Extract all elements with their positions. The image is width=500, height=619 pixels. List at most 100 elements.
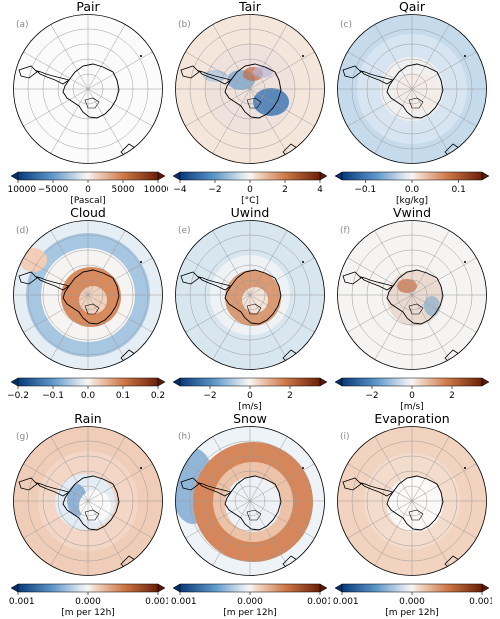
polar-map <box>337 220 487 370</box>
south-america-coastline <box>18 65 38 79</box>
south-america-coastline <box>342 477 362 491</box>
antarctica-coastline <box>62 475 120 531</box>
island-marker <box>140 55 142 57</box>
colorbar-tick-label: −2 <box>203 391 216 401</box>
panel-rain: Rain (g) −0.001 0.000 0.001 [m per 12h] <box>8 412 168 619</box>
peninsula-coastline <box>35 482 71 497</box>
meridian-line <box>184 463 316 539</box>
field-region <box>79 286 107 314</box>
antarctica-coastline <box>386 475 444 531</box>
panel-qair: Qair (c) −0.1 0.0 0.1 [kg/kg] <box>332 0 492 206</box>
colorbar: −0.001 0.000 0.001 [m per 12h] <box>8 583 168 618</box>
colorbar-tick-label: 0 <box>247 185 253 195</box>
colorbar-unit-label: [m per 12h] <box>61 608 115 618</box>
colorbar-bar <box>179 171 321 181</box>
peninsula-coastline <box>35 70 71 85</box>
colorbar-tick-label: 5000 <box>112 185 135 195</box>
colorbar-extend-low <box>10 171 19 181</box>
south-america-coastline <box>18 477 38 491</box>
panel-title: Cloud <box>70 205 106 220</box>
map-border <box>13 220 163 370</box>
ice-shelf-outline <box>84 509 100 521</box>
panel-title: Vwind <box>392 205 432 220</box>
colorbar-tick-label: 0.001 <box>469 597 492 607</box>
colorbar: −0.1 0.0 0.1 [kg/kg] <box>334 171 490 206</box>
peninsula-coastline <box>359 482 395 497</box>
colorbar: −0.001 0.000 0.001 [m per 12h] <box>332 583 492 618</box>
ice-shelf-outline <box>246 509 262 521</box>
field-region <box>387 476 443 532</box>
ice-shelf-outline <box>246 97 262 109</box>
colorbar-tick-label: −0.001 <box>8 597 35 607</box>
colorbar-bar <box>17 377 159 387</box>
panel-title: Tair <box>239 0 261 14</box>
south-america-coastline <box>342 271 362 285</box>
antarctica-coastline <box>224 475 282 531</box>
peninsula-coastline <box>35 276 71 291</box>
meridian-line <box>346 463 478 539</box>
island-marker <box>464 55 466 57</box>
colorbar-tick-label: 0.2 <box>151 391 165 401</box>
colorbar-extend-low <box>10 377 19 387</box>
colorbar-extend-high <box>319 171 328 181</box>
colorbar-bar <box>341 377 483 387</box>
field-region <box>242 287 268 313</box>
colorbar-tick-label: −0.2 <box>8 391 29 401</box>
meridian-line <box>22 51 154 127</box>
colorbar: −10000−5000 0 5000 10000 [Pascal] <box>8 171 168 206</box>
colorbar-extend-low <box>334 377 343 387</box>
map-border <box>175 220 325 370</box>
polar-map <box>13 14 163 164</box>
meridian-line <box>184 257 316 333</box>
panel-letter: (e) <box>178 226 191 236</box>
colorbar-extend-low <box>172 377 181 387</box>
panel-snow: Snow (h) −0.001 0.000 0.001 [m per 12h] <box>170 412 330 619</box>
colorbar-extend-low <box>172 171 181 181</box>
panel-title: Qair <box>398 0 426 14</box>
polar-map <box>337 14 487 164</box>
colorbar-tick-label: 0.001 <box>307 597 330 607</box>
polar-map <box>337 426 487 576</box>
south-america-coastline <box>180 65 200 79</box>
map-border <box>337 426 487 576</box>
colorbar-tick-label: 0.0 <box>405 185 420 195</box>
panel-letter: (f) <box>340 226 351 236</box>
island-marker <box>140 261 142 263</box>
colorbar-tick-label: −0.1 <box>42 391 64 401</box>
colorbar-tick-label: 0.1 <box>116 391 130 401</box>
colorbar-tick-label: 2 <box>282 185 288 195</box>
colorbar-bar <box>341 171 483 181</box>
panel-letter: (i) <box>340 432 350 442</box>
colorbar-tick-label: −0.1 <box>354 185 376 195</box>
map-border <box>337 14 487 164</box>
polar-map <box>175 426 325 576</box>
colorbar-tick-label: 0.000 <box>237 597 263 607</box>
colorbar-unit-label: [m/s] <box>400 402 424 412</box>
ice-shelf-outline <box>246 303 262 315</box>
south-america-coastline <box>180 271 200 285</box>
colorbar-tick-label: 2 <box>287 391 293 401</box>
panel-letter: (h) <box>178 432 191 442</box>
colorbar-bar <box>179 583 321 593</box>
colorbar: −4 −2 0 2 4 [°C] <box>172 171 328 206</box>
colorbar-extend-high <box>319 583 328 593</box>
colorbar-tick-label: 10000 <box>144 185 168 195</box>
colorbar: −0.001 0.000 0.001 [m per 12h] <box>170 583 330 618</box>
colorbar-tick-label: −0.001 <box>170 597 197 607</box>
colorbar-tick-label: −5000 <box>38 185 69 195</box>
peninsula-coastline <box>197 482 233 497</box>
colorbar-extend-high <box>481 377 490 387</box>
colorbar-tick-label: 0 <box>85 185 91 195</box>
colorbar-extend-high <box>157 377 166 387</box>
colorbar-extend-low <box>172 583 181 593</box>
meridian-line <box>22 463 154 539</box>
field-region <box>424 296 440 316</box>
peninsula-coastline <box>359 276 395 291</box>
colorbar-bar <box>17 171 159 181</box>
field-region <box>225 476 281 532</box>
colorbar-unit-label: [°C] <box>241 196 259 206</box>
colorbar-extend-low <box>334 171 343 181</box>
island-marker <box>464 261 466 263</box>
antarctica-coastline <box>386 269 444 325</box>
antarctica-coastline <box>62 269 120 325</box>
